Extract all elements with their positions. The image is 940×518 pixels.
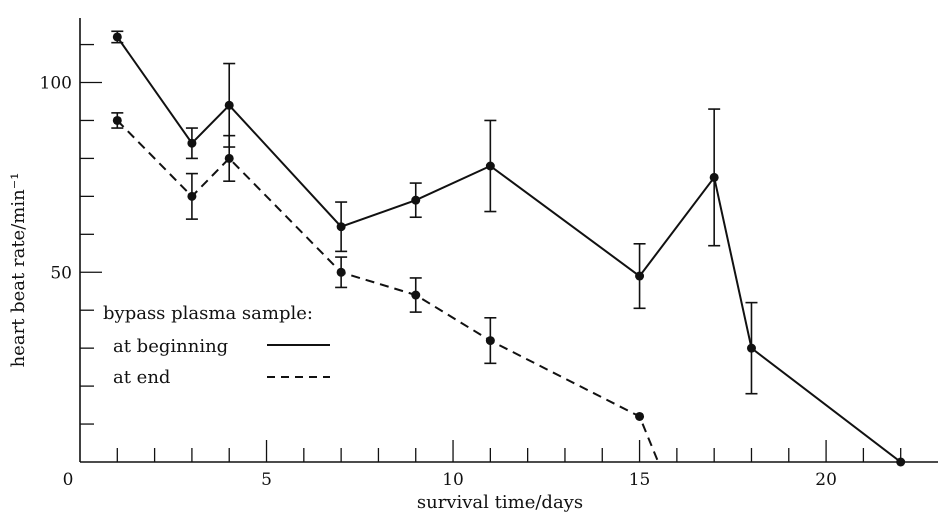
series-beginning [111, 30, 906, 467]
legend: bypass plasma sample: at beginning at en… [103, 303, 330, 388]
x-tick-label: 10 [442, 470, 464, 490]
legend-title: bypass plasma sample: [103, 303, 313, 324]
data-point [746, 343, 756, 353]
data-point [485, 161, 495, 171]
x-axis-label: survival time/days [417, 492, 583, 513]
data-point [336, 222, 346, 232]
series-line-end [116, 119, 660, 463]
data-point [411, 290, 421, 300]
x-tick-label: 15 [629, 470, 651, 490]
data-point [336, 267, 346, 277]
data-point [635, 411, 645, 421]
data-point [635, 271, 645, 281]
x-tick-label: 0 [63, 470, 74, 490]
legend-label-end: at end [113, 367, 170, 388]
axes: 0 5 10 15 20 50 100 [40, 18, 938, 490]
x-tick-label: 20 [815, 470, 837, 490]
y-tick-label: 50 [50, 263, 72, 283]
data-point [112, 32, 122, 42]
y-tick-label: 100 [40, 74, 72, 94]
y-axis-label: heart beat rate/min⁻¹ [8, 173, 29, 368]
x-tick-label: 5 [261, 470, 272, 490]
data-point [112, 115, 122, 125]
series-end [111, 112, 660, 463]
data-point [224, 100, 234, 110]
series-layer [111, 30, 906, 467]
data-point [485, 336, 495, 346]
data-point [187, 138, 197, 148]
data-point [896, 457, 906, 467]
legend-label-beginning: at beginning [113, 336, 228, 357]
data-point [411, 195, 421, 205]
data-point [187, 191, 197, 201]
series-line-beginning [116, 36, 902, 463]
data-point [709, 172, 719, 182]
data-point [224, 153, 234, 163]
